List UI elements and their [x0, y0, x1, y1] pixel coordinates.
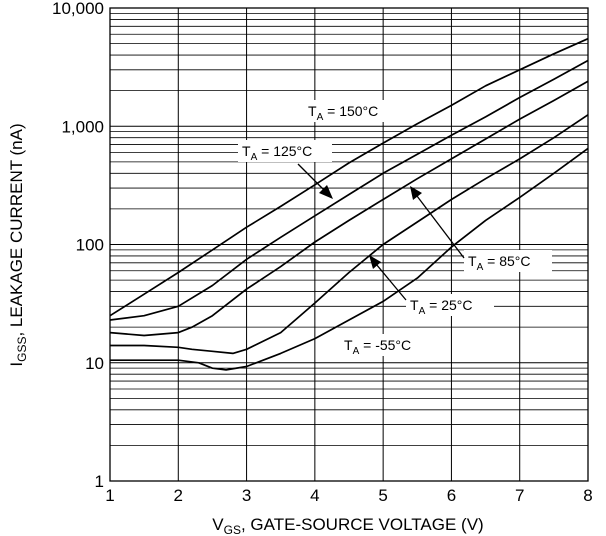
y-tick-label: 10,000	[52, 0, 104, 18]
x-axis-title-sub: GS	[224, 523, 241, 536]
series-line-4	[110, 147, 589, 371]
label-group-25: TA = 25°C	[369, 255, 494, 317]
label-bg-125	[238, 140, 332, 162]
x-tick-label: 2	[174, 486, 183, 505]
x-tick-label: 4	[310, 486, 319, 505]
arrow-25c-shaft	[375, 263, 407, 301]
label-150c-sub: A	[317, 112, 324, 123]
label-group-minus55: TA = -55°C	[340, 334, 436, 357]
label-150c: TA = 150°C	[308, 103, 378, 123]
label-minus55c-rest: = -55°C	[359, 337, 411, 353]
arrow-25c-head	[369, 255, 381, 269]
label-25c: TA = 25°C	[410, 297, 472, 317]
label-group-125: TA = 125°C	[238, 140, 333, 199]
x-axis-title-rest: , GATE-SOURCE VOLTAGE (V)	[241, 515, 484, 534]
label-85c-rest: = 85°C	[483, 253, 530, 269]
label-bg-85	[464, 250, 552, 272]
label-bg-25	[406, 294, 494, 316]
grid	[109, 8, 589, 482]
label-group-85: TA = 85°C	[410, 186, 552, 273]
x-tick-label: 8	[583, 486, 592, 505]
label-125c-sub: A	[251, 152, 258, 163]
y-tick-label: 1,000	[61, 117, 104, 136]
label-minus55c-sub: A	[353, 346, 360, 357]
y-tick-label: 100	[76, 236, 104, 255]
arrow-85c-head	[410, 186, 422, 200]
annotations: TA = 150°C TA = 125°C TA = 85°C TA = 25°…	[238, 100, 552, 357]
x-tick-label: 1	[105, 486, 114, 505]
label-minus55c: TA = -55°C	[344, 337, 411, 357]
plot-frame	[109, 7, 589, 482]
y-tick-labels: 1 10 100 1,000 10,000	[52, 0, 104, 491]
label-125c-main: T	[242, 143, 251, 159]
label-85c: TA = 85°C	[468, 253, 530, 273]
label-minus55c-main: T	[344, 337, 353, 353]
series-line-2	[109, 80, 589, 337]
series-line-0	[109, 37, 589, 317]
y-axis-title-main: I	[7, 362, 26, 367]
label-25c-sub: A	[419, 306, 426, 317]
x-axis-title-main: V	[212, 515, 224, 534]
x-tick-label: 7	[515, 486, 524, 505]
series-layer	[109, 37, 589, 371]
series-line-3	[110, 114, 589, 355]
x-tick-label: 6	[447, 486, 456, 505]
x-tick-label: 5	[378, 486, 387, 505]
label-125c: TA = 125°C	[242, 143, 312, 163]
label-150c-main: T	[308, 103, 317, 119]
y-axis-title: IGSS, LEAKAGE CURRENT (nA)	[7, 123, 29, 366]
arrow-125c-head	[319, 185, 333, 199]
series-line-1	[109, 59, 589, 321]
label-bg-minus55	[340, 334, 436, 356]
y-tick-label: 10	[85, 354, 104, 373]
label-25c-main: T	[410, 297, 419, 313]
x-tick-labels: 1 2 3 4 5 6 7 8	[105, 486, 592, 505]
label-group-150: TA = 150°C	[304, 100, 400, 123]
label-bg-150	[304, 100, 400, 122]
arrow-85c-shaft	[416, 195, 465, 259]
x-tick-label: 3	[242, 486, 251, 505]
label-25c-rest: = 25°C	[425, 297, 472, 313]
label-150c-rest: = 150°C	[323, 103, 378, 119]
label-85c-sub: A	[477, 262, 484, 273]
y-axis-title-sub: GSS	[15, 337, 29, 362]
label-125c-rest: = 125°C	[257, 143, 312, 159]
x-axis-title: VGS, GATE-SOURCE VOLTAGE (V)	[212, 515, 483, 536]
y-axis-title-rest: , LEAKAGE CURRENT (nA)	[7, 123, 26, 336]
y-tick-label: 1	[95, 472, 104, 491]
label-85c-main: T	[468, 253, 477, 269]
